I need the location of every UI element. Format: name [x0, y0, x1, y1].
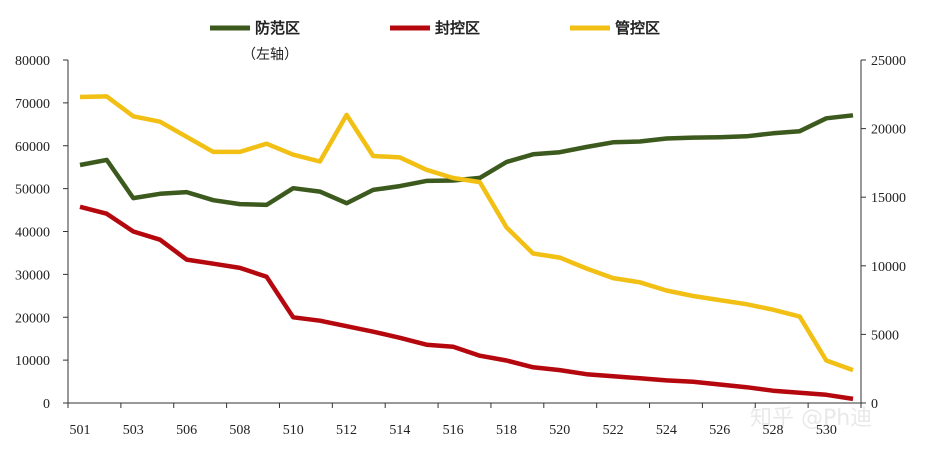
- right-tick-label: 20000: [871, 123, 906, 138]
- x-tick-label: 524: [656, 423, 677, 438]
- watermark: 知乎 @Ph迪: [750, 406, 872, 431]
- legend-note: （左轴）: [242, 47, 298, 63]
- legend-label: 防范区: [255, 19, 300, 37]
- x-tick-label: 520: [549, 423, 570, 438]
- right-tick-label: 15000: [871, 191, 906, 206]
- x-tick-label: 518: [496, 423, 517, 438]
- right-tick-label: 0: [871, 397, 878, 412]
- x-tick-label: 512: [336, 423, 357, 438]
- legend-label: 管控区: [615, 19, 660, 37]
- chart-axes: 0100002000030000400005000060000700008000…: [15, 54, 906, 438]
- x-tick-label: 530: [816, 423, 837, 438]
- x-tick-label: 503: [123, 423, 144, 438]
- watermark-text: 知乎 @Ph迪: [750, 406, 872, 431]
- x-tick-label: 501: [70, 423, 91, 438]
- x-tick-label: 516: [443, 423, 464, 438]
- left-tick-label: 40000: [15, 226, 50, 241]
- left-tick-label: 0: [43, 397, 50, 412]
- left-tick-label: 30000: [15, 268, 50, 283]
- legend-label: 封控区: [435, 19, 480, 37]
- left-tick-label: 70000: [15, 97, 50, 112]
- right-tick-label: 10000: [871, 260, 906, 275]
- series-line-1: [79, 113, 854, 208]
- x-tick-label: 508: [229, 423, 250, 438]
- x-tick-label: 528: [763, 423, 784, 438]
- chart-legend: 防范区 封控区 管控区 （左轴）: [210, 19, 660, 63]
- x-tick-label: 526: [709, 423, 730, 438]
- series-line-3: [79, 94, 854, 373]
- left-tick-label: 10000: [15, 354, 50, 369]
- chart-series: [79, 94, 854, 402]
- right-tick-label: 25000: [871, 54, 906, 69]
- left-tick-label: 60000: [15, 140, 50, 155]
- x-tick-label: 522: [603, 423, 624, 438]
- left-tick-label: 80000: [15, 54, 50, 69]
- x-tick-label: 514: [389, 423, 410, 438]
- x-tick-label: 506: [176, 423, 197, 438]
- right-tick-label: 5000: [871, 328, 899, 343]
- x-tick-label: 510: [283, 423, 304, 438]
- left-tick-label: 20000: [15, 311, 50, 326]
- left-tick-label: 50000: [15, 183, 50, 198]
- series-line-2: [79, 204, 854, 402]
